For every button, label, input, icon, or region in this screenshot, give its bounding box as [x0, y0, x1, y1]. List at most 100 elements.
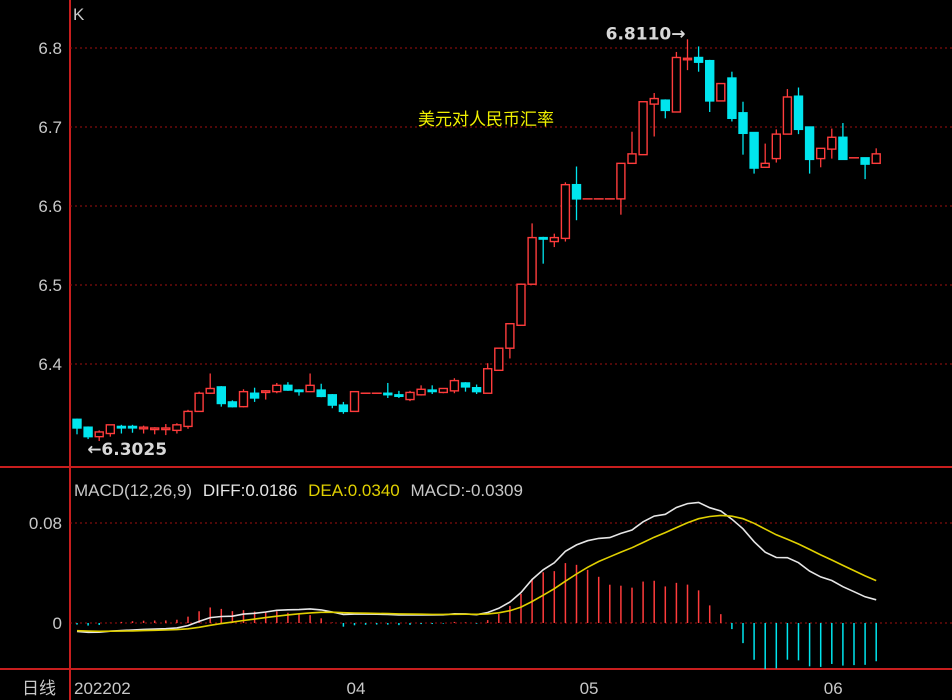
- candle-body: [449, 379, 460, 392]
- macd-histogram: [76, 563, 877, 670]
- candle: [471, 384, 482, 395]
- candle: [383, 382, 393, 398]
- grid-lines: [70, 47, 952, 365]
- candle: [283, 382, 293, 391]
- candle-body: [149, 427, 160, 431]
- candle-body: [816, 147, 826, 160]
- candle-body: [804, 126, 815, 161]
- candle-body: [338, 404, 349, 413]
- macd-value: MACD:-0.0309: [411, 481, 523, 500]
- price-axis: 6.4 6.5 6.6 6.7 6.8: [38, 39, 62, 374]
- candle: [827, 128, 837, 159]
- candle: [716, 82, 726, 102]
- candle: [793, 87, 804, 135]
- candle-body: [738, 112, 748, 135]
- candle-body: [105, 424, 116, 435]
- candle-body: [249, 392, 260, 399]
- candle: [438, 387, 448, 394]
- candle: [238, 389, 249, 408]
- candle-body: [116, 425, 127, 429]
- price-tick-label: 6.5: [38, 276, 62, 295]
- candle: [527, 223, 537, 285]
- candle: [693, 46, 704, 72]
- candle-body: [571, 183, 582, 200]
- candle-body: [94, 431, 104, 438]
- candle: [860, 157, 870, 180]
- candle: [272, 382, 282, 394]
- candle: [338, 401, 349, 414]
- candle-body: [538, 236, 548, 240]
- candle: [494, 347, 504, 372]
- candle: [705, 59, 715, 112]
- candle: [682, 39, 693, 71]
- candle-body: [838, 136, 848, 161]
- candle-body: [760, 162, 770, 168]
- candle-body: [560, 183, 571, 240]
- candle: [116, 424, 127, 434]
- price-tick-label: 6.8: [38, 39, 62, 58]
- date-axis: 202202 04 05 06: [74, 679, 843, 698]
- candle: [671, 51, 682, 113]
- candle: [627, 131, 637, 165]
- candle: [83, 426, 93, 440]
- candle: [261, 390, 271, 400]
- candle-body: [682, 57, 693, 61]
- dea-value: DEA:0.0340: [308, 481, 400, 500]
- candle-body: [693, 56, 704, 63]
- macd-tick-label: 0.08: [29, 514, 62, 533]
- diff-value: DIFF:0.0186: [203, 481, 298, 500]
- candle: [460, 382, 471, 392]
- candle: [138, 425, 149, 434]
- candle-body: [261, 390, 271, 394]
- candle-body: [238, 390, 249, 408]
- candle: [727, 71, 737, 122]
- candle-body: [638, 101, 648, 156]
- dea-line: [76, 514, 877, 633]
- candle: [871, 148, 881, 165]
- candle: [771, 129, 781, 163]
- diff-line: [76, 501, 877, 634]
- candle: [216, 386, 227, 407]
- candle-body: [438, 387, 448, 394]
- candle: [105, 424, 116, 437]
- candle: [560, 182, 571, 242]
- date-tick-label: 05: [580, 679, 599, 698]
- candle-body: [72, 418, 82, 429]
- candle-body: [316, 389, 326, 398]
- candle-body: [349, 390, 360, 413]
- date-tick-label: 06: [824, 679, 843, 698]
- period-label[interactable]: 日线: [22, 679, 56, 698]
- candle: [416, 385, 426, 396]
- candle: [227, 400, 238, 408]
- chart-title: 美元对人民币汇率: [418, 110, 554, 129]
- candle: [316, 383, 326, 398]
- candle-body: [705, 59, 715, 102]
- candle-body: [649, 97, 659, 105]
- candle: [516, 283, 526, 326]
- candle-body: [183, 410, 193, 428]
- price-tick-label: 6.6: [38, 197, 62, 216]
- candle-body: [394, 394, 404, 398]
- candle-body: [172, 424, 182, 432]
- candle: [638, 101, 648, 156]
- candle: [804, 126, 815, 174]
- candle: [249, 387, 260, 402]
- candle-body: [771, 133, 781, 160]
- candle-body: [671, 56, 682, 113]
- min-price-annotation: ←6.3025: [87, 440, 167, 460]
- panel-label: K: [73, 5, 85, 24]
- candle: [427, 385, 437, 395]
- candle: [183, 409, 193, 429]
- candle-body: [727, 77, 737, 120]
- candle-body: [383, 392, 393, 396]
- macd-grid: [70, 522, 952, 624]
- candle-body: [627, 153, 637, 165]
- macd-legend: MACD(12,26,9) DIFF:0.0186 DEA:0.0340 MAC…: [74, 481, 523, 500]
- candle: [161, 424, 171, 436]
- candle-body: [161, 427, 171, 431]
- candle: [749, 131, 759, 174]
- candle: [738, 101, 748, 155]
- candle-body: [305, 384, 315, 393]
- candle-body: [405, 391, 415, 401]
